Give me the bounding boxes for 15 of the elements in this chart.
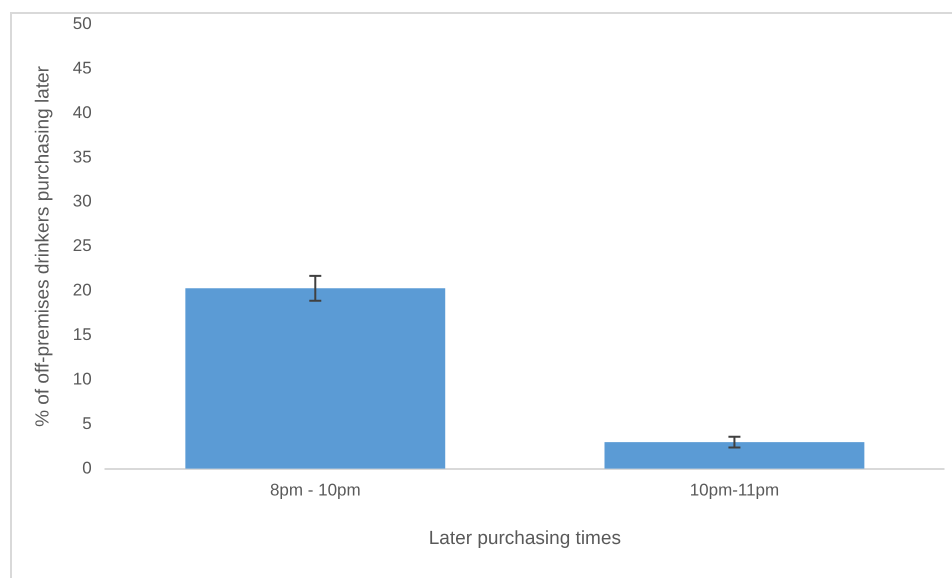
y-tick-label: 30 xyxy=(72,192,92,211)
y-tick-label: 5 xyxy=(82,414,92,434)
y-tick-label: 0 xyxy=(82,458,92,478)
y-tick-label: 10 xyxy=(72,370,92,389)
y-tick-label: 15 xyxy=(72,325,92,344)
y-tick-label: 50 xyxy=(72,14,92,33)
x-tick-label: 10pm-11pm xyxy=(690,480,780,500)
y-axis-title: % of off-premises drinkers purchasing later xyxy=(32,65,54,427)
x-tick-label: 8pm - 10pm xyxy=(270,480,361,500)
y-tick-label: 40 xyxy=(72,102,92,122)
y-tick-label: 20 xyxy=(72,280,92,300)
x-axis-title: Later purchasing times xyxy=(428,528,621,549)
y-tick-label: 45 xyxy=(72,58,92,78)
y-tick-label: 25 xyxy=(72,236,92,256)
y-tick-label: 35 xyxy=(72,147,92,166)
